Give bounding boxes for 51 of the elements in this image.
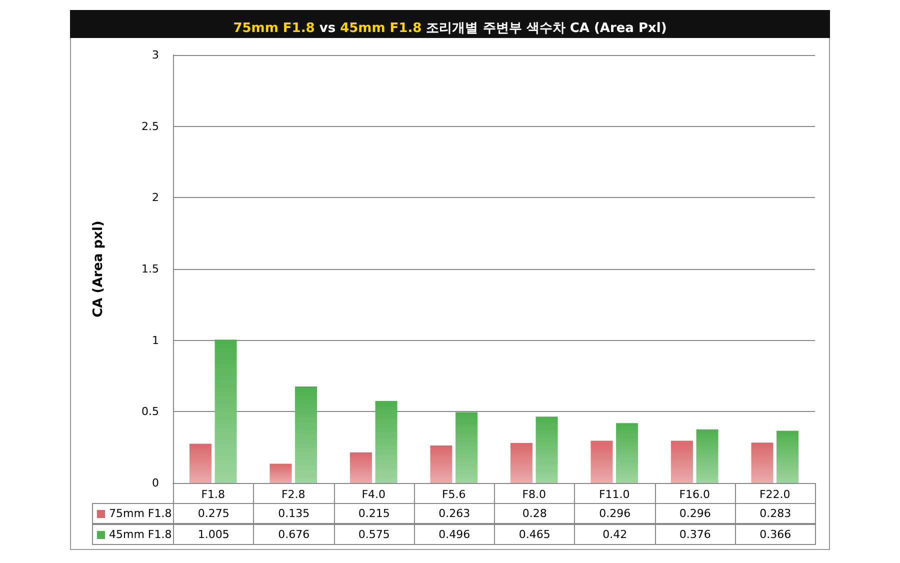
bar — [510, 443, 532, 483]
x-tick-label: F1.8 — [201, 488, 226, 501]
x-tick-label: F16.0 — [679, 488, 710, 501]
y-tick-label: 0 — [152, 476, 159, 490]
data-label: 0.215 — [334, 503, 415, 524]
y-tick-label: 1 — [152, 334, 159, 347]
bar — [536, 416, 558, 483]
bar — [295, 386, 318, 483]
data-label: 0.296 — [574, 503, 656, 524]
data-label: 0.676 — [253, 524, 334, 545]
bar — [616, 423, 638, 483]
x-tick-label: F22.0 — [759, 488, 790, 501]
chart-title: 75mm F1.8 vs 45mm F1.8 조리개별 주변부 색수차 CA (Area Pxl) — [233, 21, 667, 36]
data-label: 0.263 — [414, 503, 495, 524]
bar — [751, 442, 774, 483]
x-tick-label: F2.8 — [281, 488, 306, 501]
data-label: 0.275 — [173, 503, 254, 524]
data-label: 0.575 — [334, 524, 415, 545]
y-tick-label: 2.5 — [142, 120, 159, 133]
x-tick-label: F5.6 — [442, 488, 466, 501]
data-label: 0.366 — [734, 524, 816, 545]
data-label: 0.376 — [654, 524, 736, 545]
legend-label: 45mm F1.8 — [92, 524, 174, 545]
x-tick-label: F4.0 — [362, 488, 386, 501]
bar — [270, 464, 292, 483]
data-label: 0.465 — [494, 524, 576, 545]
bar — [696, 429, 718, 483]
bar — [456, 412, 478, 483]
data-label: 1.005 — [173, 524, 254, 545]
data-label: 0.496 — [414, 524, 495, 545]
bar — [214, 340, 237, 483]
data-label: 0.135 — [253, 503, 334, 524]
bar — [430, 445, 452, 483]
legend-label: 75mm F1.8 — [92, 503, 174, 524]
y-tick-label: 3 — [152, 48, 159, 62]
bar — [670, 440, 693, 483]
x-tick-label: F8.0 — [522, 488, 546, 501]
data-label: 0.28 — [494, 503, 576, 524]
data-label: 0.283 — [734, 503, 816, 524]
data-label: 0.42 — [574, 524, 656, 545]
bar — [590, 440, 613, 483]
x-tick-label: F11.0 — [598, 488, 630, 501]
bar — [776, 430, 799, 483]
bar — [189, 444, 212, 483]
bar — [375, 400, 398, 483]
y-axis-title: CA (Area pxl) — [91, 220, 106, 318]
data-label: 0.296 — [654, 503, 736, 524]
y-tick-label: 2 — [152, 191, 159, 204]
y-tick-label: 1.5 — [142, 262, 159, 276]
bar — [350, 452, 372, 483]
y-tick-label: 0.5 — [142, 405, 159, 418]
